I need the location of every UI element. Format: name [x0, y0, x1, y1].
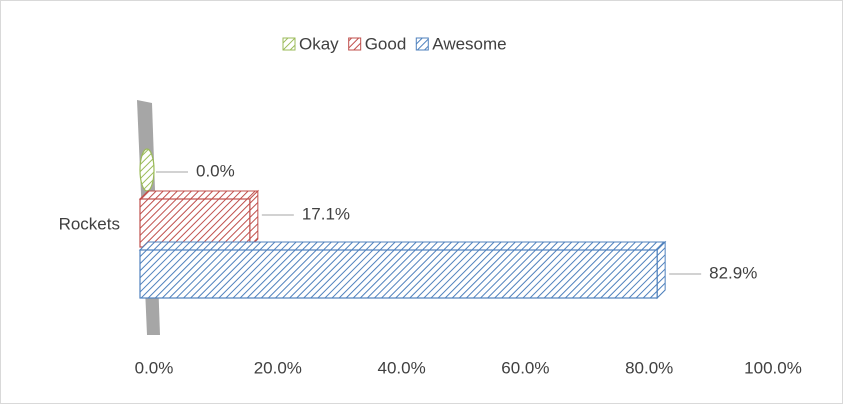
x-tick-label: 60.0% [501, 358, 549, 377]
category-label: Rockets [59, 214, 120, 233]
legend-swatch [415, 37, 429, 51]
legend-label: Okay [299, 34, 339, 53]
legend-label: Good [365, 34, 407, 53]
bar-top [138, 241, 667, 251]
x-tick-label: 100.0% [744, 358, 802, 377]
data-label: 17.1% [302, 204, 350, 223]
x-tick-label: 20.0% [254, 358, 302, 377]
bar-side [249, 189, 259, 249]
bar [139, 249, 658, 299]
data-label: 82.9% [709, 263, 757, 282]
bar [139, 198, 251, 248]
x-tick-label: 40.0% [377, 358, 425, 377]
bar [139, 148, 155, 192]
data-label: 0.0% [196, 161, 235, 180]
x-tick-label: 0.0% [135, 358, 174, 377]
legend-swatch [348, 37, 362, 51]
bar-top [138, 190, 260, 200]
legend-swatch [282, 37, 296, 51]
x-tick-label: 80.0% [625, 358, 673, 377]
bar-side [656, 240, 666, 300]
legend-label: Awesome [432, 34, 506, 53]
